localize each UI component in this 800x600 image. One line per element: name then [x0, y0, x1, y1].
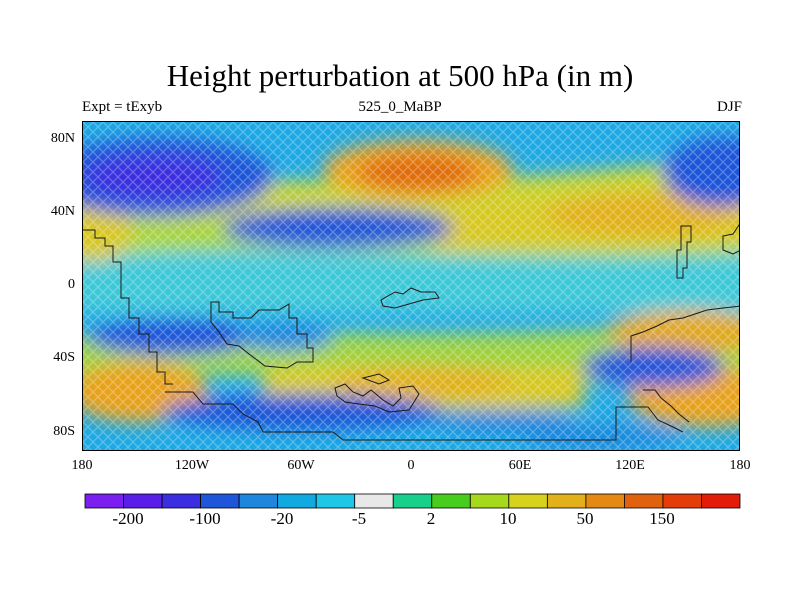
colorbar-label: -5: [351, 509, 367, 528]
lat-label: 0: [68, 277, 75, 292]
lat-label: 40S: [53, 350, 75, 365]
colorbar-segment: [585, 493, 625, 509]
colorbar-segment: [431, 493, 471, 509]
lat-label: 80S: [53, 424, 75, 439]
lon-label: 180: [729, 458, 751, 473]
lon-label: 180: [71, 458, 93, 473]
colorbar-segment: [392, 493, 433, 509]
lon-label: 120W: [174, 458, 210, 473]
season-label: DJF: [716, 99, 742, 115]
colorbar-segment: [315, 493, 356, 509]
colorbar-label: -200: [112, 509, 144, 528]
colorbar-label: -20: [270, 509, 294, 528]
lon-label: 60W: [287, 458, 315, 473]
map-title: Height perturbation at 500 hPa (in m): [166, 58, 634, 93]
colorbar-segment: [161, 493, 201, 509]
colorbar-segment: [200, 493, 240, 509]
colorbar-segment: [624, 493, 664, 509]
lon-label: 60E: [508, 458, 532, 473]
colorbar-segment: [84, 493, 124, 509]
experiment-label: Expt = tExyb: [82, 99, 163, 115]
colorbar-segment: [123, 493, 163, 509]
colorbar-label: 150: [649, 509, 675, 528]
colorbar-segment: [701, 493, 741, 509]
lat-label: 40N: [50, 204, 75, 219]
colorbar: [84, 493, 741, 509]
colorbar-segment: [508, 493, 548, 509]
height-field-map: [83, 122, 739, 450]
colorbar-segment: [277, 493, 317, 509]
lat-label: 80N: [50, 131, 75, 146]
colorbar-segment: [469, 493, 510, 509]
period-label: 525_0_MaBP: [358, 99, 442, 115]
colorbar-label: 50: [576, 509, 594, 528]
colorbar-label: 10: [499, 509, 517, 528]
colorbar-segment: [238, 493, 279, 509]
colorbar-segment: [662, 493, 702, 509]
map-plot-area: [82, 121, 740, 451]
colorbar-segment: [546, 493, 587, 509]
lon-label: 120E: [615, 458, 645, 473]
colorbar-label: -100: [189, 509, 221, 528]
colorbar-label: 2: [426, 509, 436, 528]
colorbar-segment: [354, 493, 394, 509]
lon-label: 0: [407, 458, 415, 473]
